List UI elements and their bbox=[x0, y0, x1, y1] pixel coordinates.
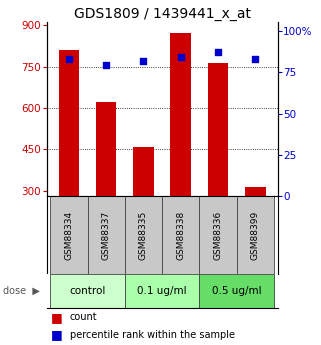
Text: 0.5 ug/ml: 0.5 ug/ml bbox=[212, 286, 262, 296]
Point bbox=[141, 58, 146, 63]
Bar bbox=[50, 196, 88, 274]
Text: percentile rank within the sample: percentile rank within the sample bbox=[70, 329, 235, 339]
Point bbox=[215, 49, 221, 55]
Bar bbox=[133, 147, 154, 196]
Bar bbox=[162, 196, 199, 274]
Text: GSM88334: GSM88334 bbox=[65, 210, 74, 259]
Bar bbox=[96, 102, 117, 196]
Point bbox=[178, 55, 183, 60]
Point bbox=[66, 56, 72, 62]
Point bbox=[253, 56, 258, 62]
Title: GDS1809 / 1439441_x_at: GDS1809 / 1439441_x_at bbox=[74, 7, 251, 21]
Text: ■: ■ bbox=[51, 328, 63, 341]
Text: dose  ▶: dose ▶ bbox=[3, 286, 40, 296]
Bar bbox=[170, 33, 191, 196]
Point bbox=[104, 63, 109, 68]
Text: GSM88337: GSM88337 bbox=[102, 210, 111, 260]
Text: 0.1 ug/ml: 0.1 ug/ml bbox=[137, 286, 187, 296]
Bar bbox=[208, 63, 228, 196]
Bar bbox=[125, 274, 199, 308]
Bar bbox=[237, 196, 274, 274]
Bar bbox=[125, 196, 162, 274]
Bar bbox=[199, 274, 274, 308]
Text: GSM88399: GSM88399 bbox=[251, 210, 260, 260]
Text: count: count bbox=[70, 312, 97, 322]
Bar bbox=[50, 274, 125, 308]
Text: control: control bbox=[69, 286, 106, 296]
Bar bbox=[59, 50, 79, 196]
Text: ■: ■ bbox=[51, 311, 63, 324]
Bar bbox=[88, 196, 125, 274]
Text: GSM88336: GSM88336 bbox=[213, 210, 222, 260]
Text: GSM88335: GSM88335 bbox=[139, 210, 148, 260]
Bar bbox=[245, 187, 265, 196]
Text: GSM88338: GSM88338 bbox=[176, 210, 185, 260]
Bar bbox=[199, 196, 237, 274]
